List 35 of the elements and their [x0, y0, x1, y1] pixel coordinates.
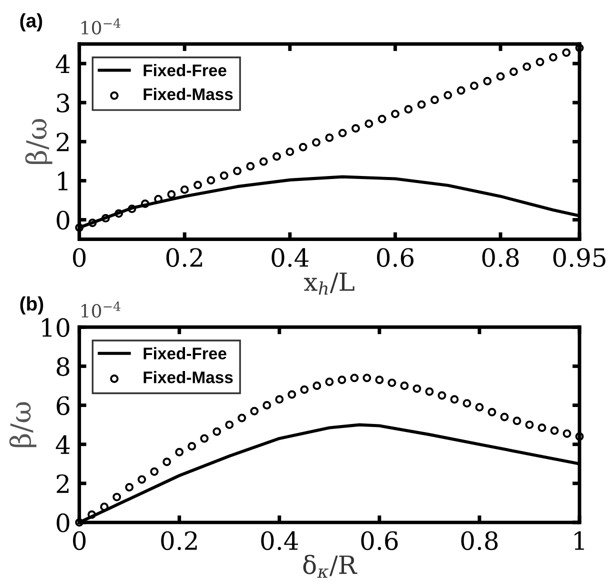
y-axis-title: β/ω	[25, 118, 52, 164]
x-tick-label: 0	[72, 248, 86, 267]
y-tick-label: 1	[58, 172, 68, 190]
legend-label: Fixed-Free	[144, 64, 226, 76]
x-tick-label: 0.8	[461, 531, 498, 550]
y-tick-label: 4	[56, 435, 70, 454]
x-tick-label: 0.2	[161, 531, 197, 550]
x-tick-label: 0.95	[553, 248, 606, 267]
x-tick-label: 0.4	[272, 248, 309, 267]
y-tick-label: 2	[56, 474, 69, 493]
x-tick-label: 0.6	[361, 531, 398, 550]
x-axis-title: δ$_{κ}$/R	[303, 554, 358, 578]
chart-title: (a)	[20, 13, 42, 32]
text: 10$^{−4}$	[82, 18, 120, 35]
legend-label: Fixed-Mass	[144, 371, 233, 384]
y-axis-title: β/ω	[9, 402, 36, 448]
x-tick-label: 0.6	[376, 248, 414, 267]
y-tick-label: 10	[42, 318, 70, 338]
y-tick-label: 0	[56, 513, 70, 532]
x-tick-label: 1	[574, 531, 584, 550]
x-tick-label: 0.2	[166, 248, 202, 267]
x-tick-label: 0	[72, 531, 86, 550]
legend-label: Fixed-Mass	[144, 88, 233, 100]
y-tick-label: 6	[56, 396, 70, 416]
x-tick-label: 0.4	[261, 531, 298, 550]
y-tick-label: 3	[56, 94, 70, 112]
legend-label: Fixed-Free	[144, 347, 226, 360]
y-tick-label: 4	[56, 54, 70, 74]
y-tick-label: 0	[56, 210, 70, 230]
chart-title: (b)	[20, 296, 44, 315]
y-tick-label: 2	[56, 132, 69, 152]
x-axis-title: x$_{h}$/L	[304, 272, 354, 295]
x-tick-label: 0.8	[482, 248, 519, 267]
y-tick-label: 8	[56, 357, 70, 376]
text: 10$^{−4}$	[82, 301, 120, 318]
